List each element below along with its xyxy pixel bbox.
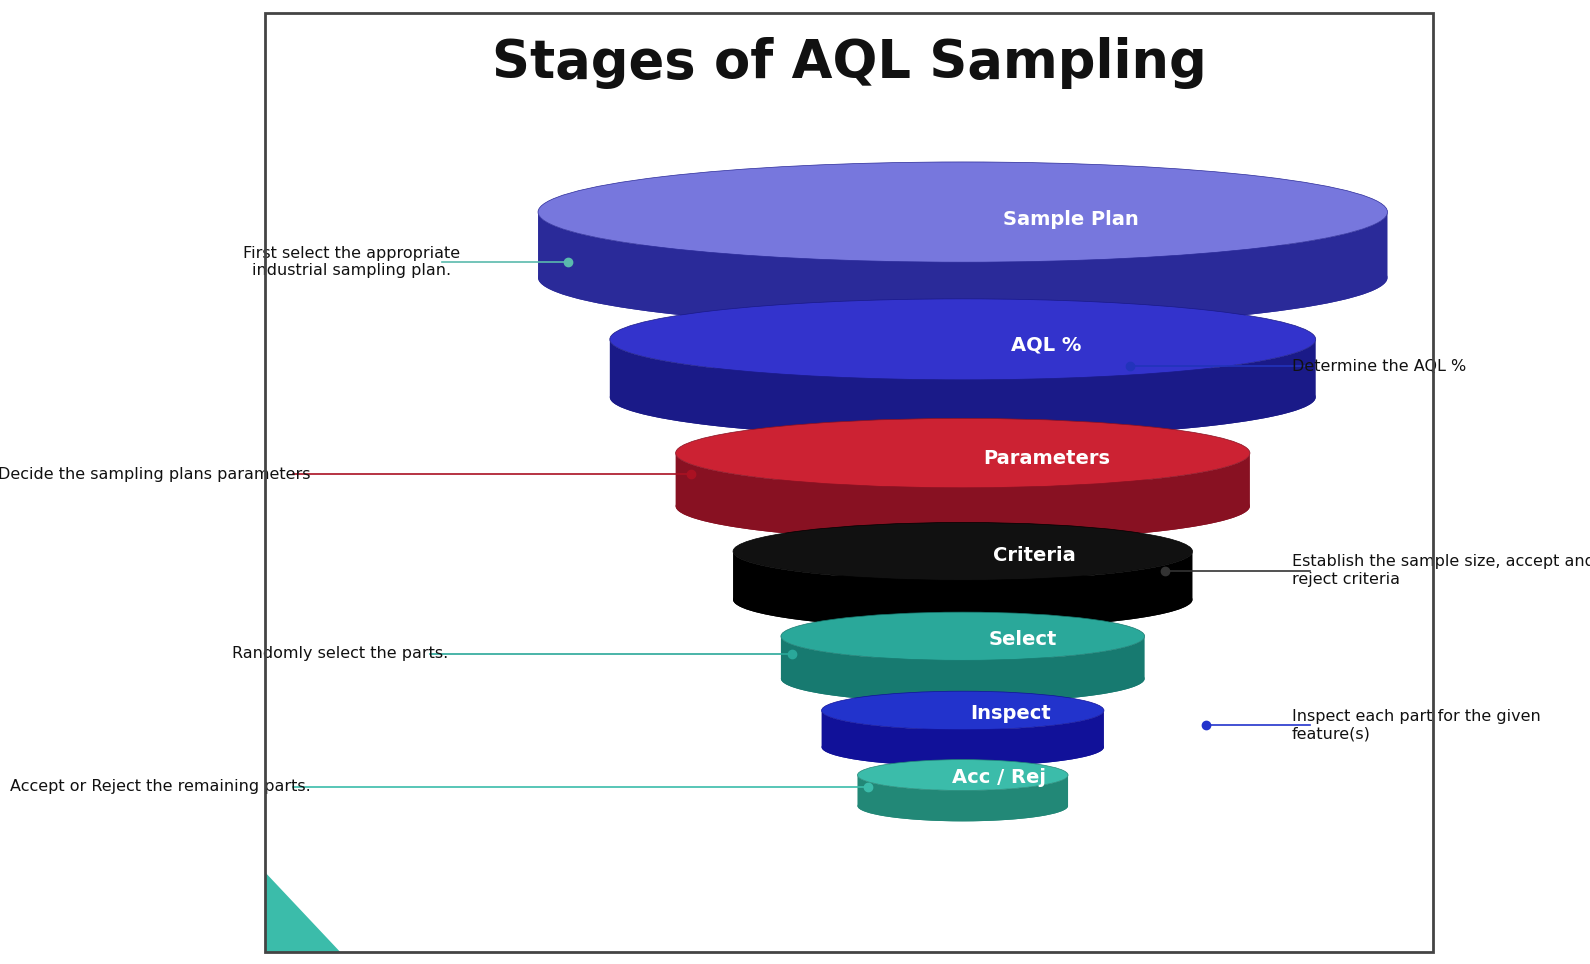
Text: Determine the AQL %: Determine the AQL % bbox=[1291, 359, 1466, 374]
Ellipse shape bbox=[611, 357, 1315, 438]
Text: Sample Plan: Sample Plan bbox=[1003, 210, 1138, 229]
Text: Accept or Reject the remaining parts.: Accept or Reject the remaining parts. bbox=[10, 779, 310, 794]
Ellipse shape bbox=[676, 471, 1250, 541]
Text: AQL %: AQL % bbox=[1011, 335, 1081, 355]
Text: Copyright: Copyright bbox=[892, 443, 986, 463]
Ellipse shape bbox=[822, 691, 1103, 730]
Polygon shape bbox=[822, 710, 1103, 766]
Text: Quality Assurance Solutions: Quality Assurance Solutions bbox=[890, 716, 1084, 730]
Polygon shape bbox=[733, 551, 1192, 629]
Text: Randomly select the parts.: Randomly select the parts. bbox=[232, 646, 448, 661]
Text: Inspect each part for the given
feature(s): Inspect each part for the given feature(… bbox=[1291, 709, 1541, 741]
Text: Quality Assurance Solutions: Quality Assurance Solutions bbox=[878, 557, 1072, 571]
Text: Copyright: Copyright bbox=[903, 612, 999, 631]
Polygon shape bbox=[266, 872, 340, 952]
Text: Acc / Rej: Acc / Rej bbox=[952, 768, 1046, 787]
Text: Stages of AQL Sampling: Stages of AQL Sampling bbox=[491, 37, 1207, 89]
Text: Copyright: Copyright bbox=[927, 530, 1022, 549]
Ellipse shape bbox=[857, 790, 1068, 821]
Text: First select the appropriate
industrial sampling plan.: First select the appropriate industrial … bbox=[243, 246, 460, 279]
Polygon shape bbox=[611, 339, 1315, 438]
Polygon shape bbox=[857, 775, 1068, 821]
Text: Select: Select bbox=[989, 630, 1057, 650]
Ellipse shape bbox=[857, 760, 1068, 790]
Polygon shape bbox=[676, 453, 1250, 541]
Text: Criteria: Criteria bbox=[994, 547, 1076, 565]
Text: Quality Assurance Solutions: Quality Assurance Solutions bbox=[890, 384, 1084, 397]
Ellipse shape bbox=[537, 162, 1388, 262]
Text: Establish the sample size, accept and
reject criteria: Establish the sample size, accept and re… bbox=[1291, 554, 1590, 587]
Ellipse shape bbox=[611, 299, 1315, 380]
Ellipse shape bbox=[733, 522, 1192, 580]
Text: Quality Assurance Solutions: Quality Assurance Solutions bbox=[841, 297, 1035, 310]
Text: Quality Assurance Solutions: Quality Assurance Solutions bbox=[841, 470, 1035, 484]
Ellipse shape bbox=[676, 418, 1250, 488]
Text: Copyright: Copyright bbox=[940, 689, 1034, 709]
Text: Inspect: Inspect bbox=[970, 704, 1051, 723]
Ellipse shape bbox=[822, 728, 1103, 766]
Ellipse shape bbox=[733, 571, 1192, 629]
Text: Quality Assurance Solutions: Quality Assurance Solutions bbox=[854, 639, 1048, 653]
Text: Copyright: Copyright bbox=[940, 357, 1034, 376]
Text: Copyright: Copyright bbox=[892, 270, 986, 289]
Ellipse shape bbox=[781, 612, 1145, 660]
Text: Decide the sampling plans parameters: Decide the sampling plans parameters bbox=[0, 467, 310, 482]
Ellipse shape bbox=[781, 655, 1145, 703]
Ellipse shape bbox=[537, 228, 1388, 328]
Text: Parameters: Parameters bbox=[983, 449, 1110, 468]
Polygon shape bbox=[781, 636, 1145, 703]
Polygon shape bbox=[537, 212, 1388, 328]
